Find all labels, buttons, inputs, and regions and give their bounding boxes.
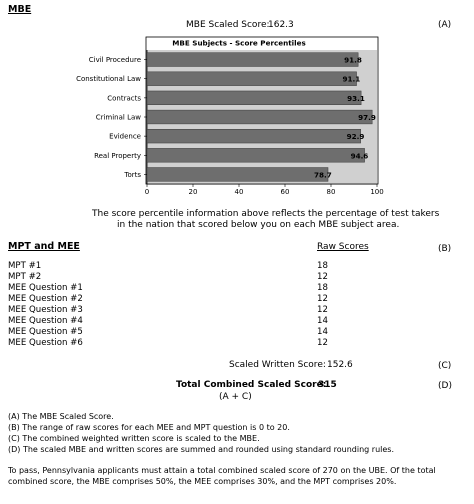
- mbe-percentile-chart: MBE Subjects - Score Percentiles Civil P…: [76, 36, 384, 196]
- row-label: MEE Question #1: [8, 283, 83, 293]
- reference-a: (A): [438, 20, 452, 30]
- raw-scores-header: Raw Scores: [317, 242, 369, 252]
- row-score: 12: [317, 305, 328, 315]
- scaled-written-value: 152.6: [327, 360, 353, 370]
- bar: [146, 90, 362, 105]
- reference-c: (C): [438, 361, 452, 371]
- bar: [146, 129, 361, 144]
- category-label: Civil Procedure: [89, 56, 141, 64]
- footer-line2: combined score, the MBE comprises 50%, t…: [8, 477, 397, 486]
- total-score-value: 315: [318, 380, 337, 390]
- category-label: Constitutional Law: [76, 75, 141, 83]
- category-label: Torts: [123, 171, 141, 179]
- row-label: MEE Question #3: [8, 305, 83, 315]
- data-label: 92.9: [347, 132, 365, 141]
- mbe-scaled-score-label: MBE Scaled Score:: [186, 20, 270, 30]
- row-score: 14: [317, 316, 328, 326]
- x-tick-label: 40: [235, 188, 244, 196]
- row-label: MPT #2: [8, 272, 42, 282]
- reference-b: (B): [438, 244, 452, 254]
- total-score-label: Total Combined Scaled Score:: [176, 380, 327, 390]
- category-label: Evidence: [109, 133, 141, 141]
- row-label: MEE Question #4: [8, 316, 83, 326]
- total-formula: (A + C): [219, 392, 252, 402]
- row-score: 12: [317, 338, 328, 348]
- bar: [146, 148, 365, 163]
- note-c: (C) The combined weighted written score …: [8, 434, 260, 443]
- data-label: 91.8: [344, 56, 362, 65]
- row-label: MPT #1: [8, 261, 42, 271]
- row-label: MEE Question #2: [8, 294, 83, 304]
- x-tick-label: 100: [370, 188, 383, 196]
- bar: [146, 167, 329, 182]
- chart-title: MBE Subjects - Score Percentiles: [172, 39, 306, 48]
- x-tick-label: 60: [281, 188, 290, 196]
- chart-note-line2: in the nation that scored below you on e…: [117, 220, 400, 230]
- written-heading: MPT and MEE: [8, 241, 80, 252]
- category-label: Contracts: [107, 94, 141, 102]
- category-label: Criminal Law: [96, 114, 142, 122]
- x-tick-label: 0: [145, 188, 149, 196]
- note-d: (D) The scaled MBE and written scores ar…: [8, 445, 394, 454]
- scaled-written-label: Scaled Written Score:: [229, 360, 326, 370]
- row-score: 12: [317, 272, 328, 282]
- row-score: 18: [317, 261, 328, 271]
- row-label: MEE Question #5: [8, 327, 83, 337]
- row-score: 12: [317, 294, 328, 304]
- row-score: 18: [317, 283, 328, 293]
- chart-note-line1: The score percentile information above r…: [92, 209, 440, 219]
- bar: [146, 109, 373, 125]
- row-label: MEE Question #6: [8, 338, 83, 348]
- reference-d: (D): [438, 381, 452, 391]
- note-b: (B) The range of raw scores for each MEE…: [8, 423, 290, 432]
- note-a: (A) The MBE Scaled Score.: [8, 412, 114, 421]
- data-label: 78.7: [314, 170, 332, 179]
- data-label: 91.1: [343, 75, 361, 84]
- mbe-scaled-score-value: 162.3: [268, 20, 294, 30]
- data-label: 97.9: [358, 113, 376, 122]
- bar: [146, 52, 359, 67]
- category-label: Real Property: [94, 152, 141, 160]
- x-tick-label: 80: [327, 188, 336, 196]
- bar: [146, 71, 357, 86]
- x-tick-label: 20: [189, 188, 198, 196]
- mbe-heading: MBE: [8, 4, 32, 15]
- footer-line1: To pass, Pennsylvania applicants must at…: [8, 466, 436, 475]
- data-label: 93.1: [347, 94, 365, 103]
- data-label: 94.6: [351, 151, 369, 160]
- row-score: 14: [317, 327, 328, 337]
